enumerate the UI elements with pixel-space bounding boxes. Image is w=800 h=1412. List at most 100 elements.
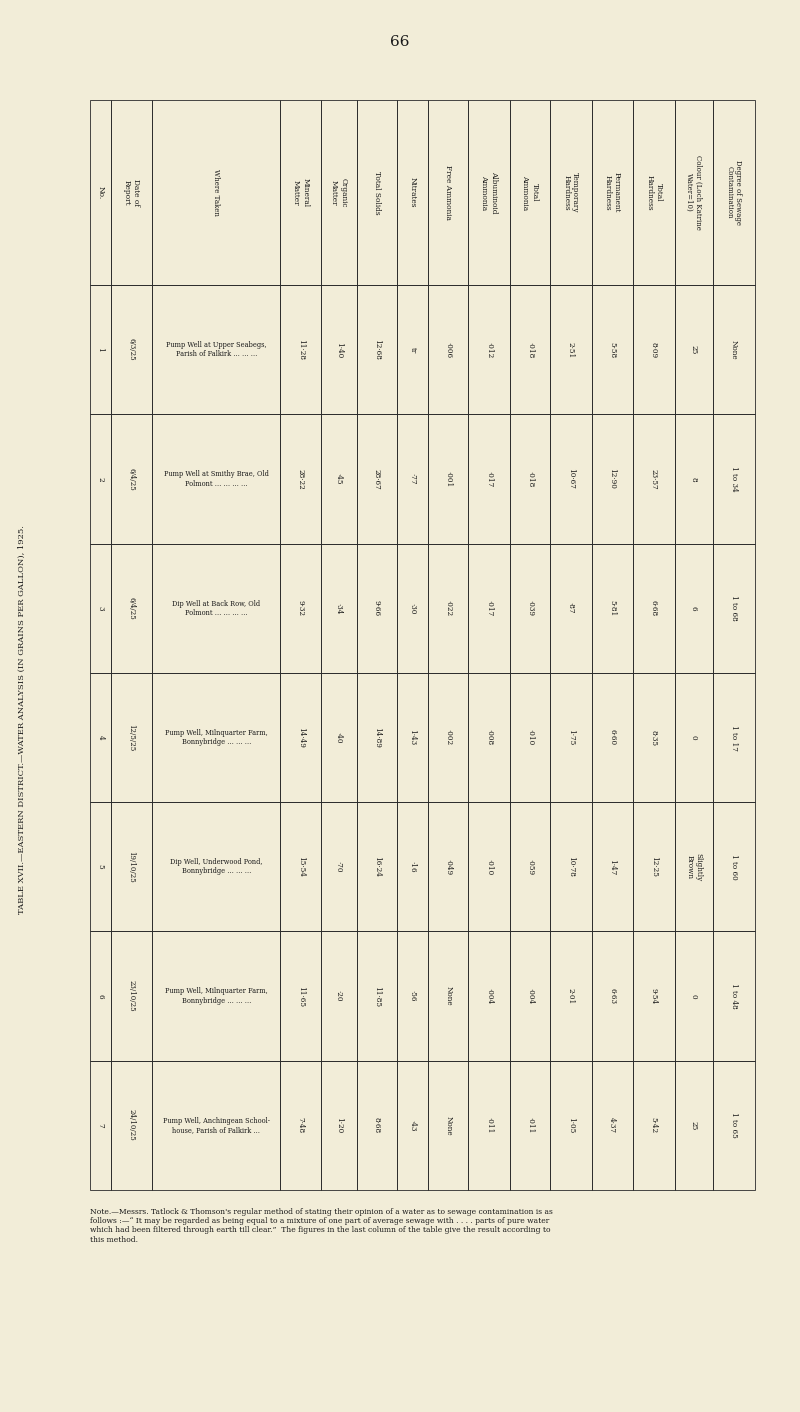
Text: 8: 8 (690, 477, 698, 481)
Text: ·018: ·018 (526, 342, 534, 357)
Bar (110, 100, 152, 285)
Bar (633, 544, 674, 674)
Text: 6/3/25: 6/3/25 (127, 339, 135, 361)
Text: 15·54: 15·54 (297, 856, 305, 877)
Bar (397, 932, 428, 1060)
Text: Colour (Loch Katrine
Water=10): Colour (Loch Katrine Water=10) (685, 155, 702, 230)
Text: 66: 66 (390, 35, 410, 49)
Text: No.: No. (96, 186, 104, 199)
Text: Temporary
Hardness: Temporary Hardness (562, 172, 579, 213)
Bar (633, 674, 674, 802)
Bar (428, 414, 468, 544)
Text: 10·67: 10·67 (566, 469, 574, 490)
Bar (397, 802, 428, 932)
Bar (110, 674, 152, 802)
Bar (633, 802, 674, 932)
Text: 4: 4 (96, 736, 104, 740)
Bar (674, 285, 713, 414)
Bar (110, 1060, 152, 1190)
Text: ·30: ·30 (409, 603, 417, 614)
Bar (90, 1060, 110, 1190)
Bar (90, 674, 110, 802)
Bar (397, 1060, 428, 1190)
Bar (90, 285, 110, 414)
Bar (633, 932, 674, 1060)
Text: 2: 2 (96, 477, 104, 481)
Bar (321, 285, 357, 414)
Text: 12·68: 12·68 (373, 339, 381, 360)
Bar (591, 932, 633, 1060)
Text: Pump Well at Upper Seabegs,
Parish of Falkirk … … …: Pump Well at Upper Seabegs, Parish of Fa… (166, 342, 266, 359)
Bar (357, 414, 397, 544)
Text: Pump Well, Milnquarter Farm,
Bonnybridge … … …: Pump Well, Milnquarter Farm, Bonnybridge… (165, 729, 268, 746)
Text: 12/5/25: 12/5/25 (127, 724, 135, 751)
Text: Pump Well at Smithy Brae, Old
Polmont … … … …: Pump Well at Smithy Brae, Old Polmont … … (164, 470, 269, 487)
Text: ·56: ·56 (409, 990, 417, 1003)
Text: Dip Well, Underwood Pond,
Bonnybridge … … …: Dip Well, Underwood Pond, Bonnybridge … … (170, 858, 262, 875)
Bar (633, 100, 674, 285)
Text: 16·24: 16·24 (373, 856, 381, 877)
Text: 4·37: 4·37 (608, 1117, 616, 1134)
Text: 28·67: 28·67 (373, 469, 381, 490)
Text: ·002: ·002 (444, 730, 452, 746)
Bar (90, 414, 110, 544)
Text: ·45: ·45 (334, 473, 342, 484)
Bar (510, 674, 550, 802)
Bar (713, 100, 755, 285)
Bar (428, 100, 468, 285)
Bar (281, 932, 321, 1060)
Bar (428, 932, 468, 1060)
Bar (90, 932, 110, 1060)
Text: ·004: ·004 (485, 988, 493, 1004)
Bar (152, 802, 281, 932)
Text: 25: 25 (690, 1121, 698, 1130)
Bar (591, 544, 633, 674)
Text: 5: 5 (96, 864, 104, 870)
Text: ·017: ·017 (485, 470, 493, 487)
Text: ·43: ·43 (409, 1120, 417, 1131)
Text: 9·54: 9·54 (650, 988, 658, 1004)
Text: 1 to 34: 1 to 34 (730, 466, 738, 491)
Text: 25: 25 (690, 345, 698, 354)
Bar (468, 932, 510, 1060)
Bar (428, 802, 468, 932)
Bar (591, 285, 633, 414)
Text: Dip Well at Back Row, Old
Polmont … … … …: Dip Well at Back Row, Old Polmont … … … … (172, 600, 261, 617)
Bar (397, 285, 428, 414)
Text: Free Ammonia: Free Ammonia (444, 165, 452, 220)
Text: ·010: ·010 (485, 858, 493, 875)
Bar (468, 285, 510, 414)
Bar (281, 1060, 321, 1190)
Bar (591, 100, 633, 285)
Bar (713, 414, 755, 544)
Text: 10·78: 10·78 (566, 856, 574, 877)
Text: 1 to 65: 1 to 65 (730, 1113, 738, 1138)
Bar (357, 674, 397, 802)
Bar (281, 285, 321, 414)
Bar (550, 674, 591, 802)
Text: Note.—Messrs. Tatlock & Thomson's regular method of stating their opinion of a w: Note.—Messrs. Tatlock & Thomson's regula… (90, 1209, 553, 1244)
Text: ·87: ·87 (566, 603, 574, 614)
Text: Pump Well, Anchingean School-
house, Parish of Falkirk …: Pump Well, Anchingean School- house, Par… (163, 1117, 270, 1134)
Bar (550, 1060, 591, 1190)
Text: ·012: ·012 (485, 342, 493, 357)
Bar (550, 100, 591, 285)
Bar (428, 1060, 468, 1190)
Bar (510, 414, 550, 544)
Bar (90, 802, 110, 932)
Bar (281, 544, 321, 674)
Bar (110, 285, 152, 414)
Bar (397, 544, 428, 674)
Text: Albuminoid
Ammonia: Albuminoid Ammonia (480, 171, 498, 213)
Text: 11·65: 11·65 (297, 986, 305, 1007)
Text: Where Taken: Where Taken (213, 169, 221, 216)
Text: Degree of Sewage
Contamination: Degree of Sewage Contamination (726, 160, 742, 225)
Bar (674, 802, 713, 932)
Text: 24/10/25: 24/10/25 (127, 1110, 135, 1141)
Text: 19/10/25: 19/10/25 (127, 851, 135, 882)
Text: 7: 7 (96, 1123, 104, 1128)
Text: 12·25: 12·25 (650, 856, 658, 877)
Bar (152, 674, 281, 802)
Text: 1·43: 1·43 (409, 730, 417, 746)
Bar (428, 544, 468, 674)
